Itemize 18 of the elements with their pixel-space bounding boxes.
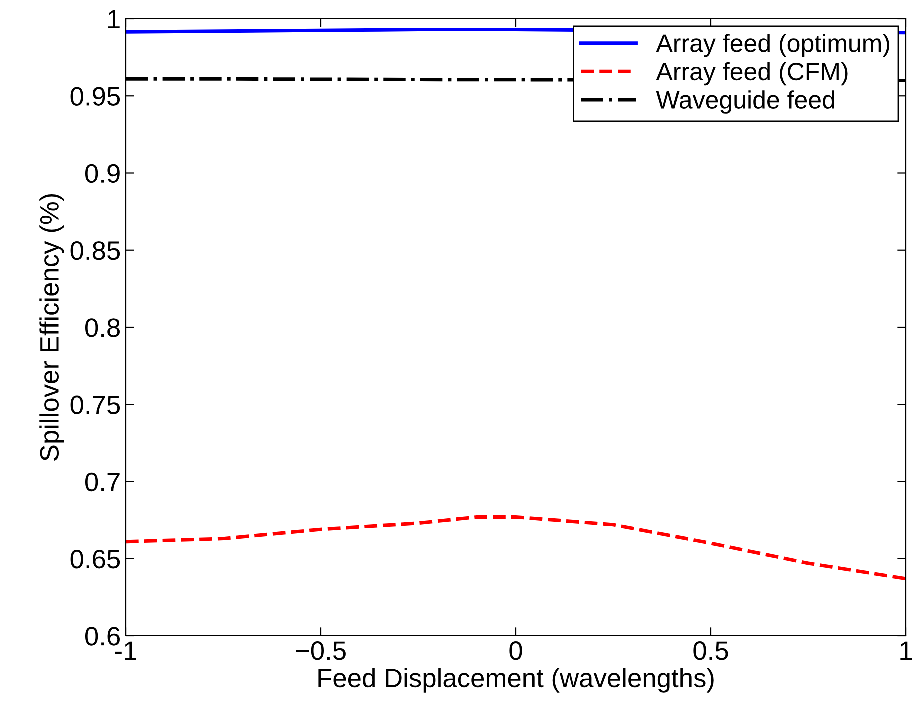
y-tick-label: 0.85 — [70, 242, 120, 260]
x-tick-label: 0 — [510, 642, 522, 660]
y-axis-title: Spillover Efficiency (%) — [40, 194, 64, 461]
x-tick-label: 1 — [900, 642, 912, 660]
x-tick-label: −0.5 — [296, 642, 346, 660]
y-tick-label: 0.95 — [70, 87, 120, 106]
y-tick-label: 0.65 — [70, 550, 120, 569]
y-tick-label: 0.9 — [85, 164, 120, 184]
y-tick-label: 0.7 — [85, 472, 120, 492]
y-tick-label: 0.75 — [70, 396, 120, 414]
x-tick-label: 0.5 — [694, 642, 728, 660]
legend-label: Waveguide feed — [656, 90, 834, 114]
legend-label: Array feed (optimum) — [656, 34, 890, 58]
x-axis-title: Feed Displacement (wavelengths) — [318, 668, 714, 693]
y-tick-label: 0.8 — [85, 318, 120, 338]
y-tick-label: 1 — [108, 10, 120, 29]
line-series — [126, 515, 906, 581]
legend-label: Array feed (CFM) — [656, 62, 848, 86]
